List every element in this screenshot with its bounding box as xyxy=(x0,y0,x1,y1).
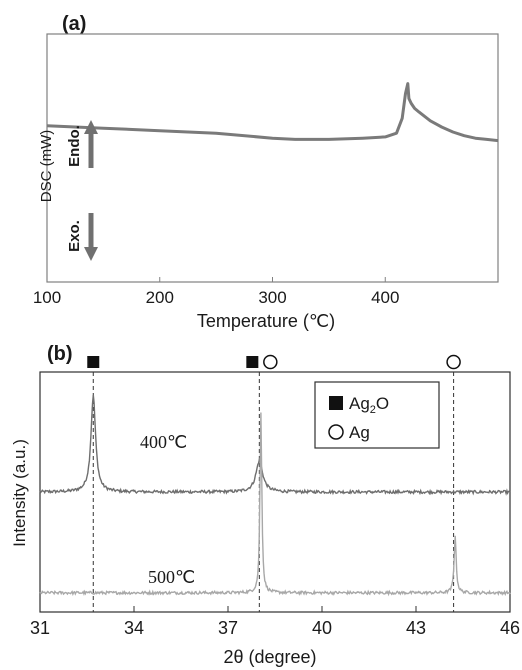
exo-annotation: Exo. xyxy=(66,220,83,252)
ag2o-peak-marker xyxy=(246,356,259,368)
panel-a-x-tick-label: 200 xyxy=(146,288,174,307)
panel-b-x-tick-label: 40 xyxy=(312,618,332,638)
panel-a-x-tick-label: 400 xyxy=(371,288,399,307)
ag-peak-marker xyxy=(446,354,461,370)
legend-label-ag: Ag xyxy=(349,423,370,442)
panel-a-x-tick-label: 100 xyxy=(33,288,61,307)
legend-marker-ag2o xyxy=(329,396,343,410)
panel-b-label: (b) xyxy=(47,343,73,365)
legend-marker-ag xyxy=(328,424,344,440)
series-500c-label: 500℃ xyxy=(148,567,195,587)
series-400c-label: 400℃ xyxy=(140,432,187,452)
panel-a-y-axis-label: DSC (mW) xyxy=(38,130,55,202)
panel-a-label: (a) xyxy=(62,13,86,35)
series-400c-pattern xyxy=(39,395,511,496)
panel-a-x-axis-label: Temperature (℃) xyxy=(197,311,335,331)
panel-b-x-ticks: 31 34 37 40 43 46 xyxy=(30,606,520,638)
panel-b-x-tick-label: 46 xyxy=(500,618,520,638)
ag2o-peak-marker xyxy=(87,356,100,368)
panel-a-x-ticks: 100 200 300 400 xyxy=(33,277,399,307)
exo-arrow xyxy=(84,213,98,261)
panel-b-x-tick-label: 31 xyxy=(30,618,50,638)
panel-a: (a) 100 200 300 400 DSC (mW) Endo. Exo. Tem… xyxy=(33,13,499,331)
legend-box xyxy=(314,381,440,449)
panel-b: (b) 31 34 37 40 43 46 400℃ 500℃ Intensity (a.… xyxy=(10,343,520,667)
panel-b-x-tick-label: 34 xyxy=(124,618,144,638)
panel-a-dsc-curve xyxy=(46,82,499,143)
endo-annotation: Endo. xyxy=(66,125,83,167)
panel-a-x-tick-label: 300 xyxy=(258,288,286,307)
legend: Ag2O Ag xyxy=(314,381,440,449)
panel-a-plot-frame xyxy=(46,33,499,283)
legend-label-ag2o: Ag2O xyxy=(349,394,389,416)
series-500c-pattern xyxy=(39,412,511,597)
panel-b-x-tick-label: 37 xyxy=(218,618,238,638)
panel-b-x-axis-label: 2θ (degree) xyxy=(223,647,316,667)
panel-b-y-axis-label: Intensity (a.u.) xyxy=(10,439,29,547)
endo-arrow xyxy=(84,120,98,168)
ag-peak-marker xyxy=(263,354,278,370)
panel-b-x-tick-label: 43 xyxy=(406,618,426,638)
